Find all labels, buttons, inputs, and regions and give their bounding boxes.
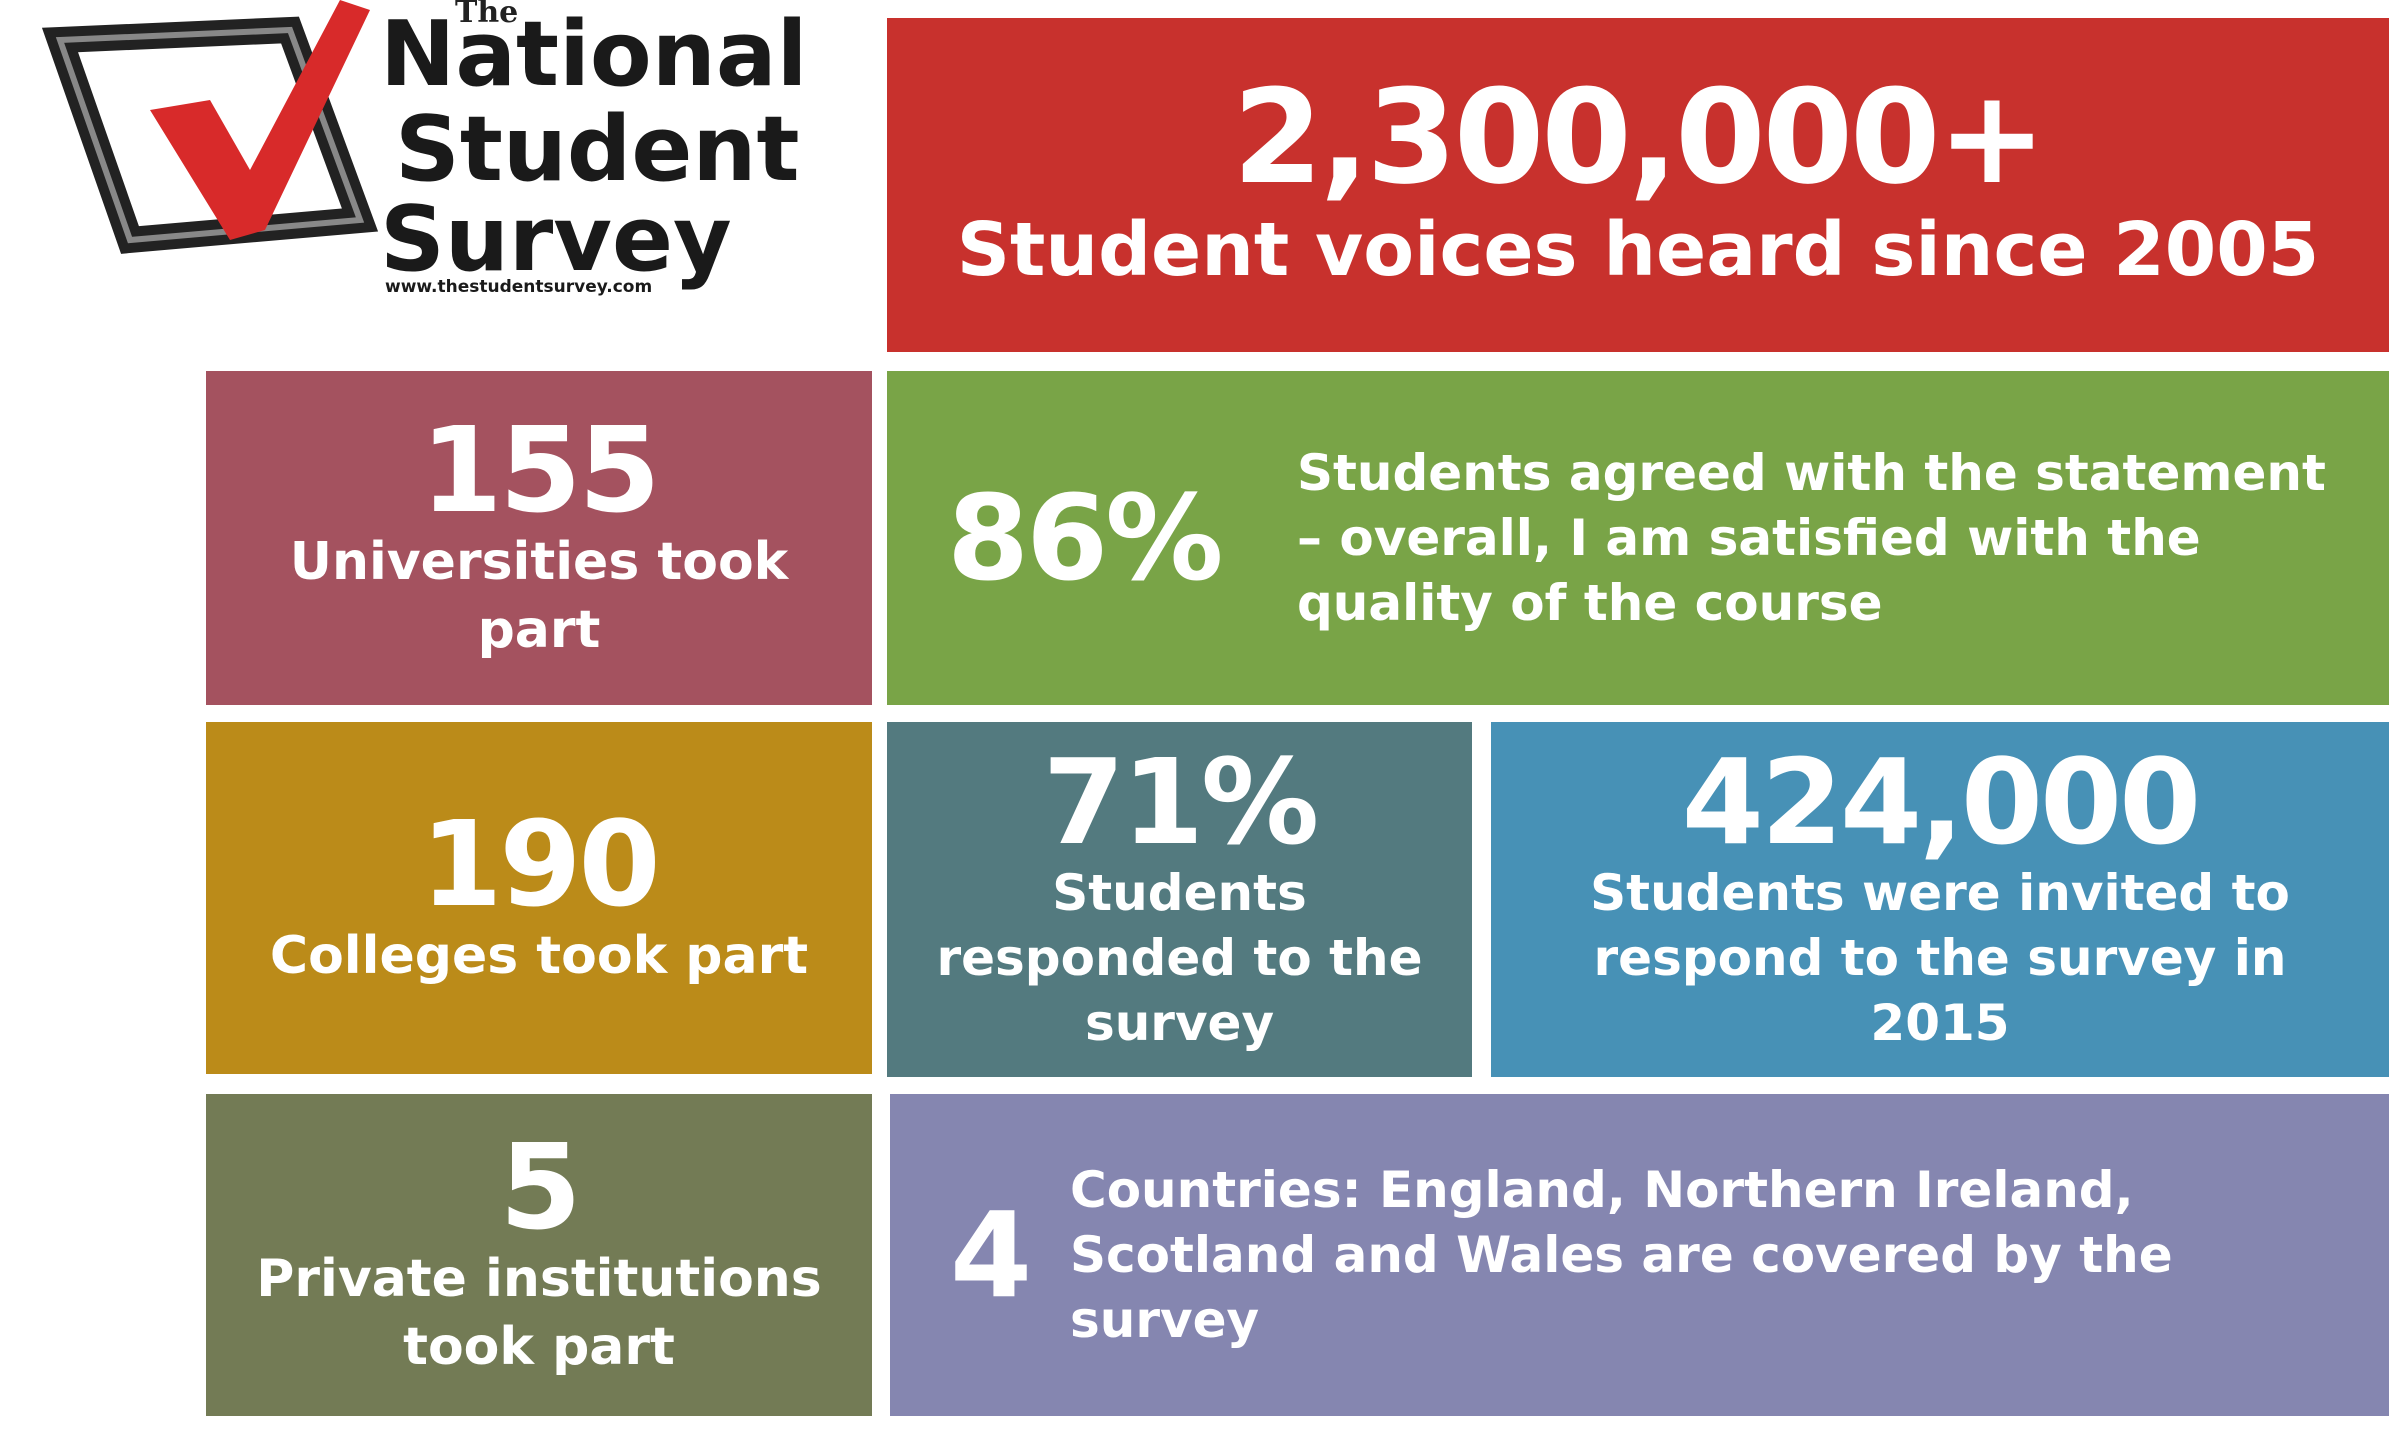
tile: 424,000 Students were invited to respond… [1491, 722, 2389, 1077]
tile-text: Colleges took part [269, 926, 809, 987]
tile-number: 71% [1042, 733, 1319, 871]
logo-url: www.thestudentsurvey.com [385, 277, 652, 297]
tile: 155 Universities took part [206, 371, 872, 705]
tile-number: 190 [420, 795, 660, 934]
tile: 190 Colleges took part [206, 722, 872, 1074]
tile-number: 5 [499, 1118, 581, 1257]
tile: 2,300,000+ Student voices heard since 20… [887, 18, 2389, 352]
tile-number: 2,300,000+ [1232, 60, 2047, 213]
logo-the: The [455, 0, 518, 30]
tile-text: Countries: England, Northern Ireland, Sc… [1070, 1160, 2173, 1349]
tile-text: Students responded to the survey [936, 864, 1423, 1052]
tile-number: 4 [950, 1186, 1032, 1324]
tile-number: 424,000 [1681, 733, 2201, 871]
tile-text: Private institutions took part [256, 1249, 822, 1377]
logo-icon [41, 0, 379, 254]
tile-number: 86% [947, 469, 1223, 607]
tile-number: 155 [420, 401, 660, 540]
tile: 5 Private institutions took part [206, 1094, 872, 1416]
tile: 71% Students responded to the survey [887, 722, 1472, 1077]
tile-text: Students were invited to respond to the … [1590, 864, 2290, 1052]
logo-line: Student [395, 97, 799, 202]
logo-line: Survey [380, 187, 732, 292]
tile: 4 Countries: England, Northern Ireland, … [890, 1094, 2389, 1416]
tile-text: Student voices heard since 2005 [956, 206, 2320, 293]
logo-line: National [380, 2, 807, 107]
tile-text: Universities took part [289, 532, 789, 660]
tile: 86% Students agreed with the statement –… [887, 371, 2389, 705]
logo: The National Student Survey www.thestude… [41, 0, 807, 297]
tile-text: Students agreed with the statement – ove… [1297, 443, 2326, 632]
